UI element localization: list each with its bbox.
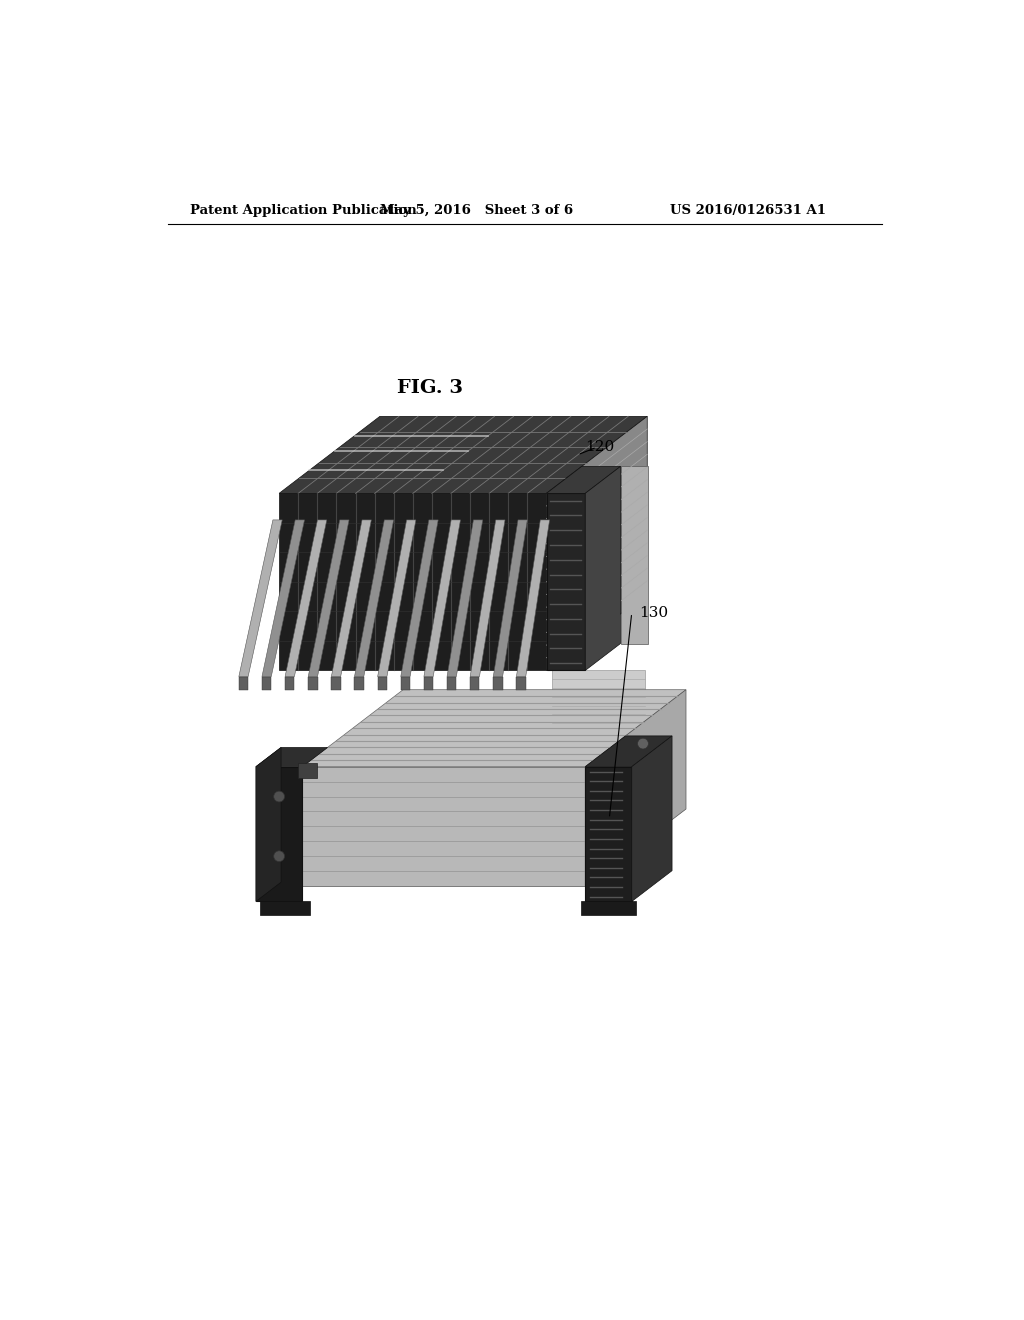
Polygon shape [239,677,248,689]
Polygon shape [447,677,457,689]
Polygon shape [632,737,672,902]
Polygon shape [547,494,586,671]
Polygon shape [586,767,632,902]
Polygon shape [262,520,304,677]
Polygon shape [302,767,586,886]
Polygon shape [470,677,479,689]
Polygon shape [552,671,644,733]
Polygon shape [621,466,647,644]
Polygon shape [285,677,294,689]
Polygon shape [516,677,525,689]
Polygon shape [262,677,271,689]
Polygon shape [586,466,621,671]
Text: 120: 120 [586,440,614,454]
Polygon shape [298,763,317,779]
Polygon shape [447,520,482,677]
Polygon shape [280,494,547,671]
Circle shape [273,851,285,862]
Text: Patent Application Publication: Patent Application Publication [190,205,417,218]
Polygon shape [400,520,438,677]
Polygon shape [332,520,372,677]
Polygon shape [586,737,672,767]
Polygon shape [424,677,433,689]
Polygon shape [586,689,686,886]
Polygon shape [354,677,364,689]
Polygon shape [308,520,349,677]
Text: May 5, 2016   Sheet 3 of 6: May 5, 2016 Sheet 3 of 6 [380,205,573,218]
Circle shape [638,738,648,748]
Polygon shape [494,520,527,677]
Polygon shape [354,520,393,677]
Polygon shape [256,747,328,767]
Polygon shape [256,767,302,902]
Polygon shape [332,677,341,689]
Polygon shape [260,902,310,915]
Polygon shape [302,689,686,767]
Polygon shape [400,677,410,689]
Polygon shape [547,466,621,494]
Polygon shape [470,520,505,677]
Polygon shape [256,747,281,902]
Polygon shape [378,520,416,677]
Polygon shape [308,677,317,689]
Text: 130: 130 [640,606,669,619]
Polygon shape [494,677,503,689]
Circle shape [273,791,285,803]
Polygon shape [285,520,327,677]
Polygon shape [378,677,387,689]
Polygon shape [516,520,550,677]
Polygon shape [239,520,283,677]
Polygon shape [582,902,636,915]
Polygon shape [424,520,461,677]
Polygon shape [547,416,647,671]
Text: US 2016/0126531 A1: US 2016/0126531 A1 [671,205,826,218]
Polygon shape [280,416,647,494]
Text: FIG. 3: FIG. 3 [397,379,463,397]
